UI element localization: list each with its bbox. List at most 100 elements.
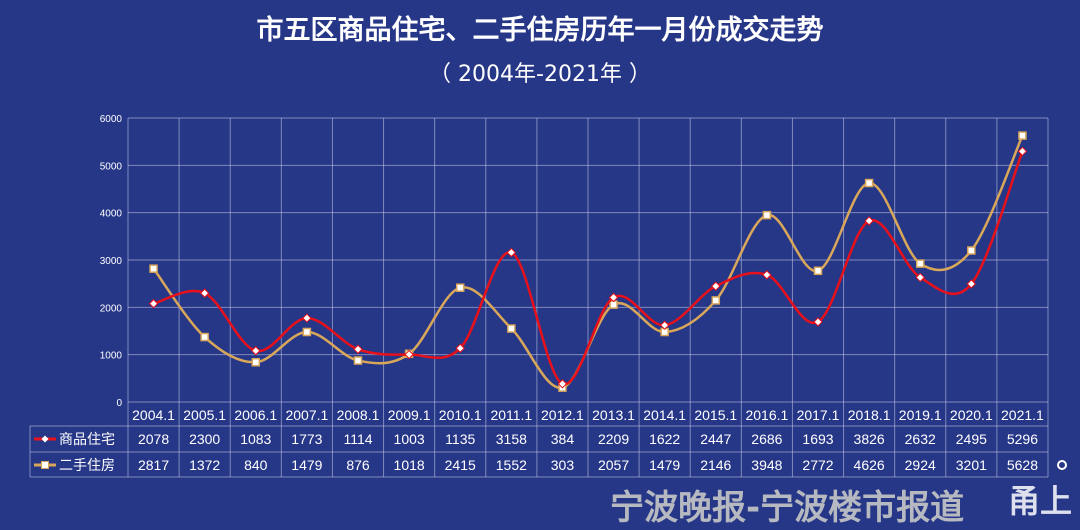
data-point-diamond	[813, 317, 823, 327]
x-tick-label: 2004.1	[132, 407, 175, 423]
data-label: 2146	[700, 457, 731, 473]
data-point-diamond	[762, 270, 772, 280]
data-point-square	[353, 356, 363, 365]
y-tick-label: 3000	[100, 256, 123, 267]
data-label: 3826	[854, 431, 885, 447]
data-point-square	[507, 324, 516, 333]
data-point-diamond	[557, 379, 568, 389]
data-point-square	[1018, 131, 1027, 140]
data-point-diamond	[353, 344, 363, 354]
data-label: 2632	[905, 431, 936, 447]
data-point-square	[609, 300, 618, 309]
data-label: 1479	[649, 457, 680, 473]
data-label: 3948	[751, 457, 782, 473]
data-label: 2057	[598, 457, 629, 473]
data-point-diamond	[199, 288, 210, 298]
data-label: 4626	[854, 457, 885, 473]
data-label: 3201	[956, 457, 987, 473]
y-tick-label: 1000	[100, 351, 123, 362]
data-point-diamond	[966, 279, 977, 289]
brand-logo-text: 甬上	[1008, 483, 1072, 519]
data-point-square	[711, 296, 721, 305]
data-label: 1135	[445, 431, 475, 447]
data-label: 1018	[394, 457, 425, 473]
data-point-diamond	[608, 292, 619, 303]
x-tick-label: 2008.1	[337, 407, 380, 423]
data-point-diamond	[506, 247, 517, 258]
data-label: 2300	[189, 431, 220, 447]
y-tick-label: 6000	[100, 114, 123, 125]
x-tick-label: 2016.1	[745, 407, 788, 423]
data-point-diamond	[148, 298, 159, 309]
data-point-square	[200, 332, 209, 342]
data-label: 384	[551, 431, 575, 447]
data-label: 1622	[649, 431, 680, 447]
x-tick-label: 2021.1	[1001, 407, 1044, 423]
legend-label: 商品住宅	[59, 431, 115, 447]
data-point-square	[302, 327, 312, 337]
data-label: 2924	[905, 457, 936, 473]
data-point-square	[149, 264, 158, 273]
data-label: 1693	[802, 431, 833, 447]
data-label: 876	[346, 457, 370, 473]
y-tick-label: 0	[116, 398, 122, 409]
data-label: 2415	[445, 457, 476, 473]
x-tick-label: 2018.1	[848, 407, 891, 423]
data-label: 5628	[1007, 457, 1038, 473]
x-tick-label: 2009.1	[388, 407, 431, 423]
legend-label: 二手住房	[59, 457, 115, 473]
data-point-square	[455, 283, 465, 292]
data-label: 1372	[189, 457, 220, 473]
data-point-square	[251, 357, 261, 367]
data-point-diamond	[455, 343, 465, 353]
y-tick-label: 2000	[100, 303, 123, 314]
data-label: 5296	[1007, 431, 1038, 447]
data-label: 1552	[496, 457, 527, 473]
data-point-diamond	[404, 349, 414, 360]
watermark-text: 宁波晚报-宁波楼市报道	[610, 488, 965, 528]
x-tick-label: 2010.1	[439, 407, 482, 423]
x-tick-label: 2019.1	[899, 407, 942, 423]
x-tick-label: 2007.1	[285, 407, 328, 423]
legend-marker-square	[41, 461, 49, 469]
data-label: 2817	[138, 457, 169, 473]
x-tick-label: 2013.1	[592, 407, 635, 423]
data-point-square	[915, 259, 925, 268]
legend-marker-diamond	[41, 435, 49, 443]
decorative-circle	[1057, 460, 1067, 470]
data-point-square	[967, 246, 976, 255]
data-label: 303	[551, 457, 575, 473]
x-tick-label: 2015.1	[694, 407, 737, 423]
data-label: 1083	[240, 431, 271, 447]
data-label: 3158	[496, 431, 527, 447]
x-tick-label: 2017.1	[797, 407, 840, 423]
data-label: 2447	[700, 431, 731, 447]
data-point-diamond	[864, 216, 874, 226]
data-point-square	[813, 266, 823, 276]
data-label: 1773	[291, 431, 322, 447]
data-label: 1114	[343, 431, 372, 447]
data-label: 2209	[598, 431, 629, 447]
data-point-diamond	[659, 320, 670, 330]
data-label: 2772	[802, 457, 833, 473]
y-tick-label: 5000	[100, 161, 123, 172]
data-label: 2495	[956, 431, 987, 447]
x-tick-label: 2020.1	[950, 407, 993, 423]
chart-subtitle: （ 2004年-2021年 ）	[429, 62, 651, 87]
data-point-diamond	[302, 313, 312, 323]
x-tick-label: 2014.1	[643, 407, 686, 423]
data-point-square	[762, 210, 772, 220]
x-tick-label: 2011.1	[490, 407, 532, 423]
data-label: 1479	[291, 457, 322, 473]
chart-title: 市五区商品住宅、二手住房历年一月份成交走势	[256, 15, 824, 46]
x-tick-label: 2005.1	[183, 407, 226, 423]
x-tick-label: 2006.1	[234, 407, 277, 423]
x-tick-label: 2012.1	[541, 407, 584, 423]
y-tick-label: 4000	[100, 209, 123, 220]
data-point-diamond	[1017, 146, 1028, 157]
data-point-square	[864, 178, 874, 188]
data-label: 1003	[394, 431, 425, 447]
data-point-diamond	[711, 281, 721, 291]
data-point-diamond	[915, 272, 925, 283]
